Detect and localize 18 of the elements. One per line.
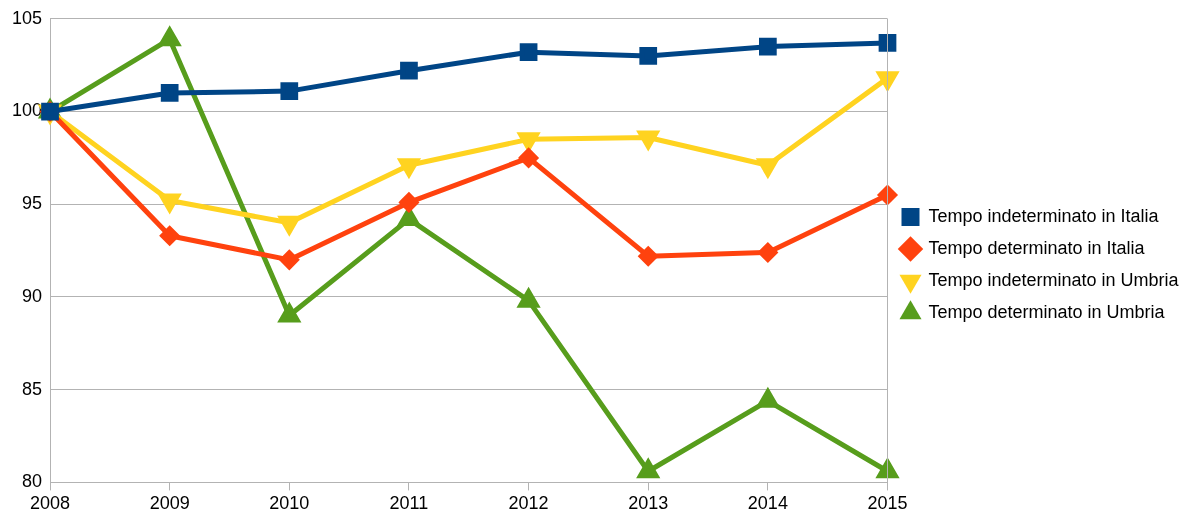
x-tick-label: 2008 [30,493,71,514]
y-tick-label: 100 [11,100,43,121]
x-tick-label: 2012 [508,493,549,514]
x-tick-label: 2014 [747,493,788,514]
x-tick-label: 2009 [149,493,190,514]
y-tick-label: 95 [22,193,43,214]
legend-label: Tempo indeterminato in Italia [928,205,1160,226]
y-tick-label: 85 [22,378,43,399]
x-tick-label: 2010 [269,493,310,514]
x-tick-label: 2015 [867,493,908,514]
x-tick-label: 2011 [389,493,429,514]
legend-label: Tempo indeterminato in Umbria [928,269,1180,290]
y-tick-label: 80 [22,471,43,492]
x-tick-label: 2013 [628,493,669,514]
legend-label: Tempo determinato in Umbria [928,301,1166,322]
y-tick-label: 90 [22,285,43,306]
y-tick-label: 105 [11,7,43,28]
legend-label: Tempo determinato in Italia [928,237,1146,258]
